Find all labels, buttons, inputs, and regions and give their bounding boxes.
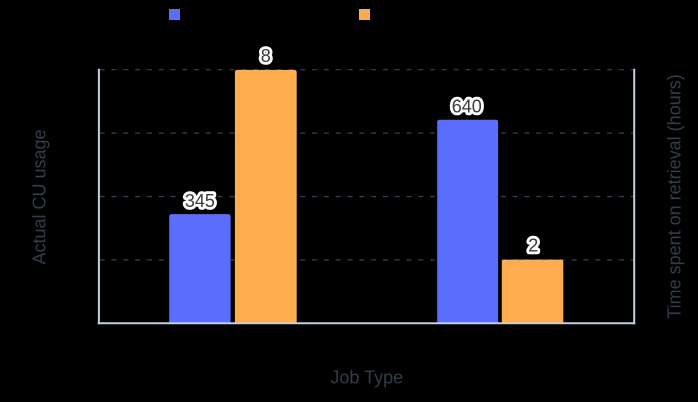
svg-text:Job Type: Job Type — [330, 367, 403, 387]
svg-text:345: 345 — [185, 191, 215, 211]
svg-text:Time spent on retrieval (hours: Time spent on retrieval (hours) — [375, 6, 579, 23]
svg-text:8: 8 — [261, 46, 271, 66]
svg-text:640: 640 — [452, 96, 482, 116]
svg-text:Actual CU usage: Actual CU usage — [29, 129, 49, 264]
svg-text:2: 2 — [528, 236, 538, 256]
svg-text:Actual CU usage: Actual CU usage — [185, 6, 298, 23]
svg-text:Time spent on retrieval (hours: Time spent on retrieval (hours) — [664, 74, 684, 318]
